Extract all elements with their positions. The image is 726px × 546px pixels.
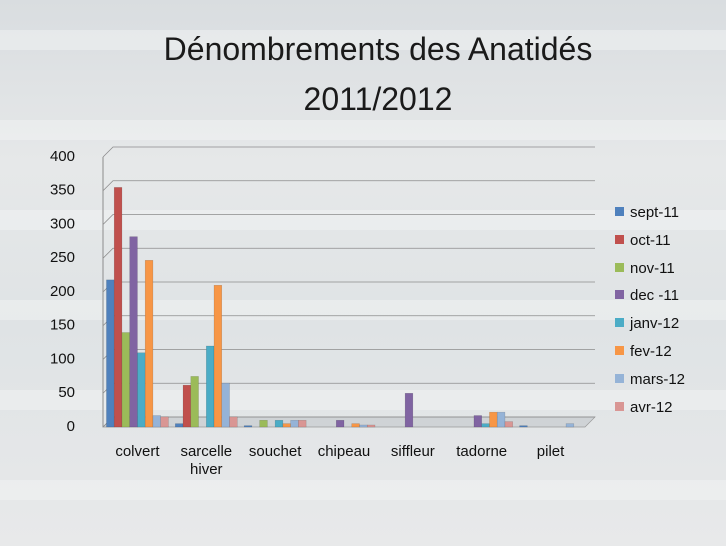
y-tick-label: 400 xyxy=(50,148,75,165)
grid-line xyxy=(103,350,595,360)
legend-swatch xyxy=(615,207,624,216)
bar xyxy=(474,416,482,427)
y-tick-label: 150 xyxy=(50,317,75,334)
bar xyxy=(405,393,413,427)
legend-swatch xyxy=(615,318,624,327)
legend-label: janv-12 xyxy=(630,315,679,332)
legend-swatch xyxy=(615,374,624,383)
legend-label: avr-12 xyxy=(630,399,673,416)
y-tick-label: 350 xyxy=(50,182,75,199)
y-tick-label: 250 xyxy=(50,249,75,266)
grid-line xyxy=(103,181,595,191)
y-tick-label: 50 xyxy=(58,384,75,401)
legend-swatch xyxy=(615,346,624,355)
bar xyxy=(291,420,299,427)
grid-line xyxy=(103,282,595,292)
bar xyxy=(489,412,497,427)
bar xyxy=(161,417,169,427)
bar xyxy=(482,424,490,427)
x-tick-label: siffleur xyxy=(377,443,449,461)
legend-swatch xyxy=(615,402,624,411)
legend-item: avr-12 xyxy=(615,399,673,417)
legend-item: fev-12 xyxy=(615,343,672,361)
bar xyxy=(275,420,283,427)
legend-item: oct-11 xyxy=(615,232,671,250)
bar xyxy=(137,353,145,427)
legend-label: fev-12 xyxy=(630,343,672,360)
x-tick-label: chipeau xyxy=(308,443,380,461)
legend-label: oct-11 xyxy=(630,232,671,249)
legend-item: dec -11 xyxy=(615,287,679,305)
x-tick-label: sarcelle hiver xyxy=(170,443,242,479)
legend-item: janv-12 xyxy=(615,315,679,333)
bar xyxy=(153,416,161,427)
y-tick-label: 300 xyxy=(50,215,75,232)
bar xyxy=(206,346,214,427)
legend-item: nov-11 xyxy=(615,260,675,278)
grid-line xyxy=(103,147,595,157)
legend-item: sept-11 xyxy=(615,204,679,222)
legend-label: mars-12 xyxy=(630,371,685,388)
bar xyxy=(367,425,375,427)
bar xyxy=(114,187,122,427)
bar xyxy=(106,280,114,427)
bar xyxy=(175,424,183,427)
bar xyxy=(260,420,268,427)
bar xyxy=(520,426,528,427)
x-tick-label: pilet xyxy=(515,443,587,461)
chart-title: Dénombrements des Anatidés 2011/2012 xyxy=(128,24,628,124)
bar xyxy=(283,424,291,427)
bar xyxy=(230,417,238,427)
bar xyxy=(222,383,230,427)
grid-line xyxy=(103,248,595,258)
legend-swatch xyxy=(615,290,624,299)
legend-swatch xyxy=(615,263,624,272)
bar xyxy=(497,412,505,427)
legend-label: sept-11 xyxy=(630,204,679,221)
legend-label: dec -11 xyxy=(630,287,679,304)
bar xyxy=(336,420,344,427)
bar xyxy=(183,385,191,427)
y-tick-label: 200 xyxy=(50,283,75,300)
bar xyxy=(244,426,252,427)
legend-swatch xyxy=(615,235,624,244)
legend-label: nov-11 xyxy=(630,260,675,277)
x-tick-label: colvert xyxy=(101,443,173,461)
bar xyxy=(191,376,199,427)
bar xyxy=(214,285,222,427)
bar xyxy=(298,420,306,427)
y-tick-label: 0 xyxy=(67,418,75,435)
bar xyxy=(505,422,513,427)
bar xyxy=(352,424,360,427)
bar xyxy=(359,425,367,427)
bar xyxy=(566,424,574,427)
y-tick-label: 100 xyxy=(50,350,75,367)
slide: 0 50 100 150 200 250 300 350 400 Dénombrements d… xyxy=(0,0,726,546)
bar xyxy=(122,333,130,428)
x-tick-label: tadorne xyxy=(446,443,518,461)
x-tick-label: souchet xyxy=(239,443,311,461)
bar xyxy=(145,260,153,427)
legend-item: mars-12 xyxy=(615,371,685,389)
background-band xyxy=(0,480,726,500)
bar xyxy=(130,237,138,427)
